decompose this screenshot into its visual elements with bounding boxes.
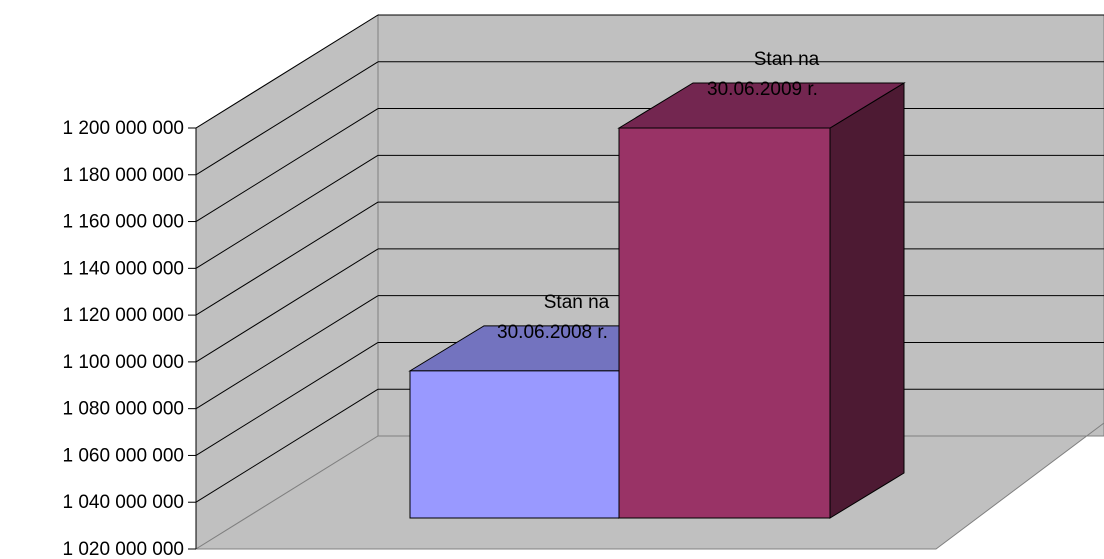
gridline-side: [195, 61, 379, 176]
gridline-side: [195, 14, 379, 129]
data-label-line2: 30.06.2008 r.: [497, 322, 608, 343]
y-tick-label: 1 180 000 000: [62, 165, 184, 186]
gridline-side: [195, 154, 379, 269]
y-tick-label: 1 140 000 000: [62, 258, 184, 279]
gridline-side: [195, 201, 379, 316]
data-label-line1: Stan na: [754, 49, 820, 70]
bar: [409, 370, 620, 519]
bar-side: [829, 82, 905, 519]
data-label-line2: 30.06.2009 r.: [707, 79, 818, 100]
y-tick-label: 1 040 000 000: [62, 492, 184, 513]
y-tick-label: 1 100 000 000: [62, 352, 184, 373]
y-tick-label: 1 200 000 000: [62, 118, 184, 139]
data-label-line1: Stan na: [544, 292, 610, 313]
gridline-side: [195, 248, 379, 363]
y-tick-label: 1 020 000 000: [62, 539, 184, 559]
gridline-side: [195, 108, 379, 222]
y-tick-label: 1 080 000 000: [62, 399, 184, 420]
y-tick-label: 1 060 000 000: [62, 445, 184, 466]
gridline-side: [195, 342, 379, 456]
y-tick-label: 1 160 000 000: [62, 212, 184, 233]
bar: [618, 127, 831, 519]
gridline-side: [195, 388, 379, 503]
y-tick-label: 1 120 000 000: [62, 305, 184, 326]
gridline-side: [195, 295, 379, 410]
